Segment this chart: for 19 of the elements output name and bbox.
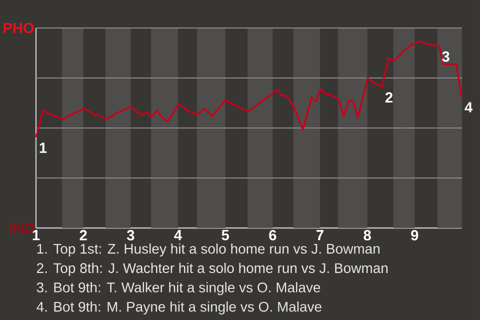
x-tick-label: 2: [80, 230, 87, 240]
x-tick-label: 9: [411, 230, 418, 240]
text: PHO: [4, 22, 34, 34]
annotation: 4: [464, 102, 473, 112]
text: 1. Top 1st: Z. Husley hit a solo home run vs J. Bowman: [37, 243, 380, 257]
text: IND: [10, 222, 34, 234]
x-tick-label: 4: [174, 230, 182, 240]
annotation: 3: [442, 51, 450, 62]
text: 4. Bot 9th: M. Payne hit a single vs O. Malave: [36, 301, 322, 315]
x-tick-label: 6: [269, 230, 276, 240]
x-tick-label: 8: [364, 230, 371, 240]
text: 2. Top 8th: J. Wachter hit a solo home run vs J. Bowman: [36, 262, 388, 276]
x-tick-label: 5: [222, 230, 229, 240]
x-tick-label: 3: [126, 230, 134, 240]
x-tick-label: 1: [32, 230, 40, 240]
annotation: 1: [40, 142, 47, 153]
annotation: 2: [385, 92, 393, 103]
x-tick-label: 7: [316, 230, 324, 240]
text: 3. Bot 9th: T. Walker hit a single vs O. Malave: [36, 282, 320, 296]
